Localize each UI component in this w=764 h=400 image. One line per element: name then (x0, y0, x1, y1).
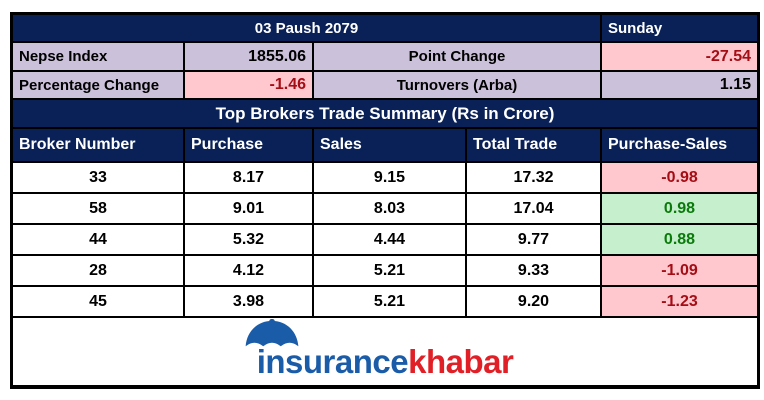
purchase-sales-cell: 0.88 (602, 225, 757, 254)
column-header-total-trade: Total Trade (467, 129, 600, 161)
column-header-purchase-sales: Purchase-Sales (602, 129, 757, 161)
total-trade-cell: 17.04 (467, 194, 600, 223)
insurancekhabar-logo: insurancekhabar (245, 319, 514, 380)
sales-cell: 5.21 (314, 287, 465, 316)
turnovers-value: 1.15 (602, 72, 757, 98)
purchase-cell: 9.01 (185, 194, 312, 223)
logo-row: insurancekhabar (13, 318, 757, 385)
column-header-broker-number: Broker Number (13, 129, 183, 161)
column-header-sales: Sales (314, 129, 465, 161)
sales-cell: 8.03 (314, 194, 465, 223)
broker-number-cell: 28 (13, 256, 183, 285)
logo-text-khabar: khabar (408, 343, 514, 380)
purchase-cell: 4.12 (185, 256, 312, 285)
total-trade-cell: 9.77 (467, 225, 600, 254)
column-header-purchase: Purchase (185, 129, 312, 161)
turnovers-label: Turnovers (Arba) (314, 72, 600, 98)
day-header: Sunday (602, 15, 757, 41)
purchase-sales-cell: 0.98 (602, 194, 757, 223)
logo-text-insurance: insurance (256, 343, 409, 380)
total-trade-cell: 17.32 (467, 163, 600, 192)
nepse-index-label: Nepse Index (13, 43, 183, 70)
purchase-sales-cell: -1.09 (602, 256, 757, 285)
market-summary-table: 03 Paush 2079 Sunday Nepse Index 1855.06… (10, 12, 760, 389)
broker-number-cell: 33 (13, 163, 183, 192)
section-title: Top Brokers Trade Summary (Rs in Crore) (13, 100, 757, 127)
sales-cell: 4.44 (314, 225, 465, 254)
total-trade-cell: 9.20 (467, 287, 600, 316)
umbrella-icon (245, 319, 299, 347)
point-change-value: -27.54 (602, 43, 757, 70)
purchase-cell: 8.17 (185, 163, 312, 192)
broker-number-cell: 44 (13, 225, 183, 254)
total-trade-cell: 9.33 (467, 256, 600, 285)
sales-cell: 9.15 (314, 163, 465, 192)
purchase-sales-cell: -0.98 (602, 163, 757, 192)
percentage-change-label: Percentage Change (13, 72, 183, 98)
broker-number-cell: 58 (13, 194, 183, 223)
percentage-change-value: -1.46 (185, 72, 312, 98)
broker-number-cell: 45 (13, 287, 183, 316)
nepse-index-value: 1855.06 (185, 43, 312, 70)
sales-cell: 5.21 (314, 256, 465, 285)
purchase-sales-cell: -1.23 (602, 287, 757, 316)
logo-text: insurancekhabar (257, 343, 514, 380)
date-header: 03 Paush 2079 (13, 15, 600, 41)
purchase-cell: 3.98 (185, 287, 312, 316)
purchase-cell: 5.32 (185, 225, 312, 254)
point-change-label: Point Change (314, 43, 600, 70)
